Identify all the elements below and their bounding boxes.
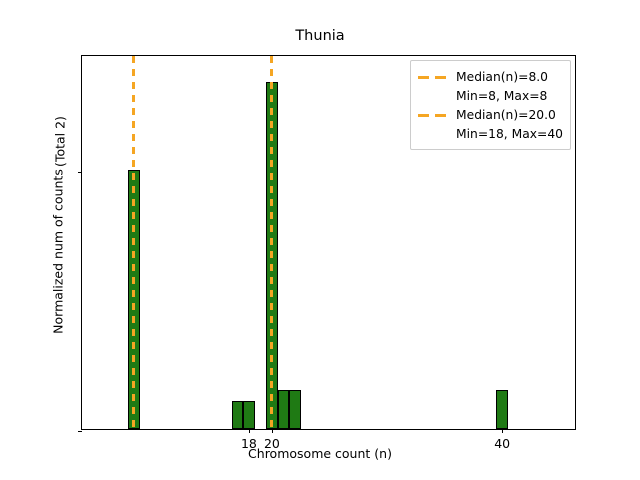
legend-median-label: Median(n)=8.0 [456, 69, 549, 84]
legend-spacer-icon [418, 89, 448, 103]
legend-row-range: Min=8, Max=8 [418, 86, 563, 105]
legend-row-range: Min=18, Max=40 [418, 124, 563, 143]
legend-range-label: Min=18, Max=40 [456, 126, 563, 141]
chart-legend: Median(n)=8.0 Min=8, Max=8 Median(n)=20.… [410, 60, 571, 150]
median-line [270, 56, 274, 431]
bar [266, 82, 278, 429]
bar [277, 390, 290, 429]
dashed-line-icon [418, 70, 448, 84]
x-axis-label: Chromosome count (n) [248, 446, 392, 461]
x-tick-label: 40 [494, 436, 511, 451]
legend-range-label: Min=8, Max=8 [456, 88, 548, 103]
x-tick-label: 18 [240, 436, 257, 451]
bar [496, 390, 508, 429]
legend-row-line: Median(n)=8.0 [418, 67, 563, 86]
y-tick-mark [78, 431, 82, 433]
legend-median-label: Median(n)=20.0 [456, 107, 556, 122]
legend-entry: Median(n)=20.0 Min=18, Max=40 [418, 105, 563, 143]
x-tick-mark [271, 429, 274, 433]
bar [289, 390, 301, 429]
y-tick-mark [78, 172, 82, 174]
x-tick-mark [248, 429, 250, 433]
x-tick-mark [502, 429, 504, 433]
median-line [132, 56, 136, 431]
x-tick-label: 20 [263, 436, 280, 451]
legend-spacer-icon [418, 127, 448, 141]
chart-title: Thunia [295, 28, 345, 44]
legend-row-line: Median(n)=20.0 [418, 105, 563, 124]
dashed-line-icon [418, 108, 448, 122]
legend-entry: Median(n)=8.0 Min=8, Max=8 [418, 67, 563, 105]
bar [243, 400, 255, 429]
bar [231, 400, 244, 429]
bar [128, 170, 140, 429]
y-axis-total-label: (Total 2) [52, 116, 68, 167]
